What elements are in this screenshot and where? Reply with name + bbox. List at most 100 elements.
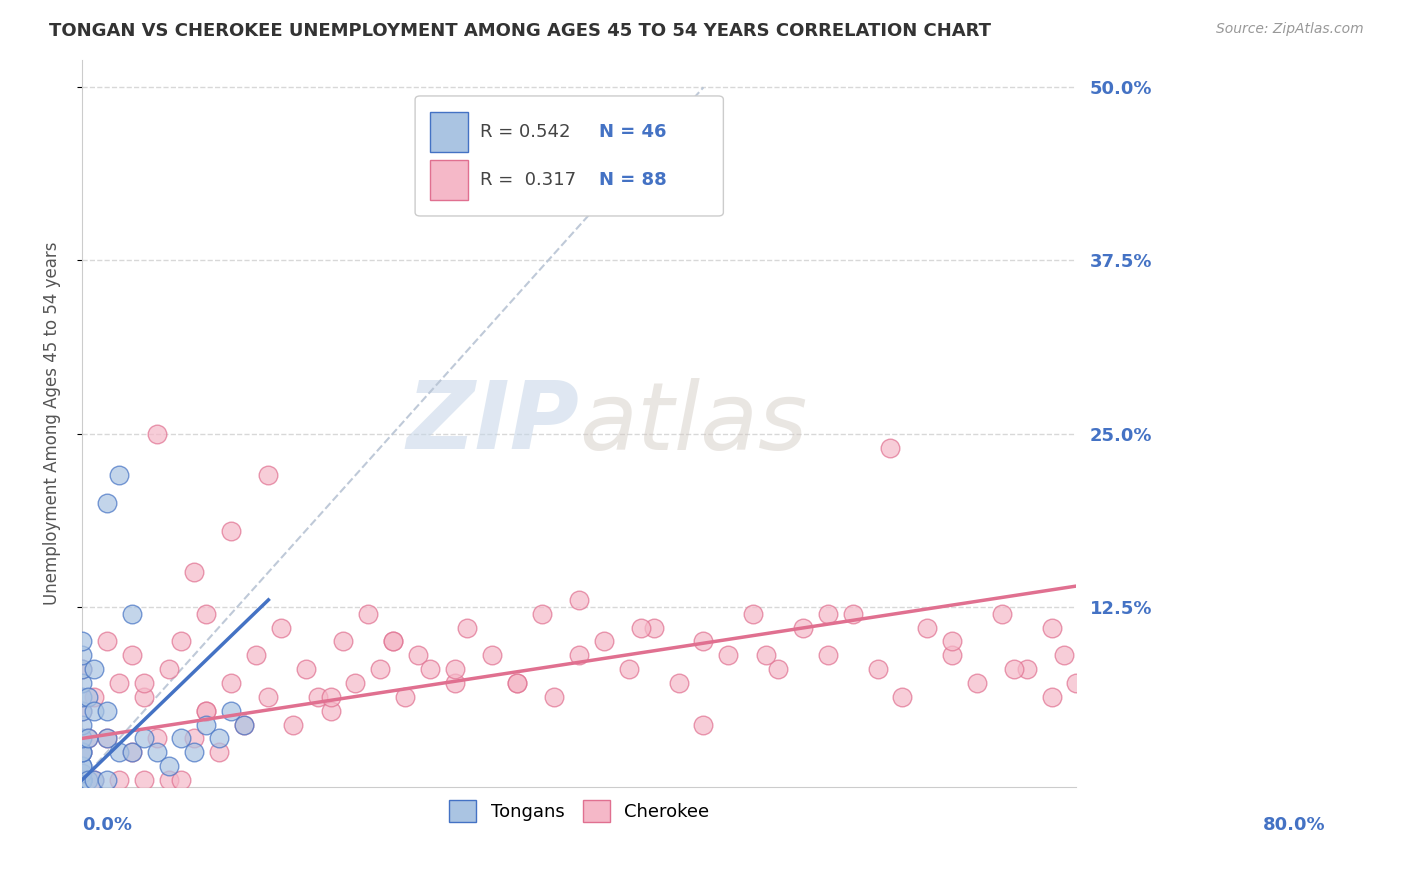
Point [96, 731, 118, 746]
Point [817, 648, 839, 663]
Text: Source: ZipAtlas.com: Source: ZipAtlas.com [1216, 22, 1364, 37]
Point [70, 772, 93, 787]
Point [1066, 676, 1088, 690]
Point [568, 593, 591, 607]
Point [96, 496, 118, 510]
Point [83, 690, 105, 704]
Point [145, 426, 167, 441]
Point [1040, 690, 1063, 704]
Point [70, 676, 93, 690]
Point [307, 690, 329, 704]
Point [966, 676, 988, 690]
Point [132, 772, 155, 787]
Point [294, 662, 316, 676]
Point [108, 745, 131, 759]
Point [319, 690, 342, 704]
Point [506, 676, 529, 690]
Point [70, 759, 93, 773]
Point [257, 690, 280, 704]
Point [643, 621, 665, 635]
Point [70, 772, 93, 787]
Point [506, 676, 529, 690]
Point [941, 634, 963, 648]
Point [755, 648, 778, 663]
Point [121, 607, 143, 621]
Point [368, 662, 391, 676]
Point [593, 634, 616, 648]
Point [70, 766, 93, 780]
Point [444, 662, 467, 676]
Point [866, 662, 889, 676]
Point [70, 772, 93, 787]
Point [692, 634, 714, 648]
Point [70, 704, 93, 718]
Point [83, 772, 105, 787]
Point [70, 704, 93, 718]
Point [70, 745, 93, 759]
FancyBboxPatch shape [415, 96, 723, 216]
Point [195, 717, 218, 731]
Point [568, 648, 591, 663]
Point [70, 772, 93, 787]
Point [1040, 621, 1063, 635]
Text: R = 0.542: R = 0.542 [479, 123, 571, 141]
Point [121, 745, 143, 759]
Point [132, 690, 155, 704]
Point [70, 745, 93, 759]
Point [232, 717, 254, 731]
Point [70, 772, 93, 787]
Point [70, 772, 93, 787]
Point [481, 648, 503, 663]
Point [332, 634, 354, 648]
Point [630, 621, 652, 635]
Point [257, 468, 280, 483]
Point [692, 717, 714, 731]
Point [157, 759, 180, 773]
Point [121, 745, 143, 759]
Point [132, 731, 155, 746]
Point [108, 468, 131, 483]
Point [219, 676, 242, 690]
Point [381, 634, 404, 648]
Point [70, 648, 93, 663]
Point [183, 565, 205, 579]
Point [70, 717, 93, 731]
Point [145, 731, 167, 746]
Point [742, 607, 765, 621]
Point [70, 745, 93, 759]
Point [245, 648, 267, 663]
Point [70, 772, 93, 787]
Point [208, 745, 231, 759]
Point [841, 607, 863, 621]
Point [991, 607, 1014, 621]
Point [915, 621, 938, 635]
Point [170, 772, 193, 787]
Point [219, 704, 242, 718]
Point [419, 662, 441, 676]
Point [530, 607, 553, 621]
Point [77, 731, 100, 746]
Point [70, 772, 93, 787]
Point [70, 690, 93, 704]
Point [766, 662, 789, 676]
Point [132, 676, 155, 690]
Text: 80.0%: 80.0% [1263, 816, 1324, 834]
Point [70, 662, 93, 676]
Point [195, 704, 218, 718]
Point [83, 704, 105, 718]
Point [70, 662, 93, 676]
Point [170, 634, 193, 648]
Point [617, 662, 640, 676]
Point [70, 759, 93, 773]
Point [406, 648, 429, 663]
Point [70, 731, 93, 746]
Point [96, 731, 118, 746]
Y-axis label: Unemployment Among Ages 45 to 54 years: Unemployment Among Ages 45 to 54 years [44, 242, 60, 605]
Point [83, 772, 105, 787]
Point [183, 745, 205, 759]
Text: ZIP: ZIP [406, 377, 579, 469]
Point [219, 524, 242, 538]
FancyBboxPatch shape [430, 160, 468, 200]
Point [77, 772, 100, 787]
Point [70, 772, 93, 787]
